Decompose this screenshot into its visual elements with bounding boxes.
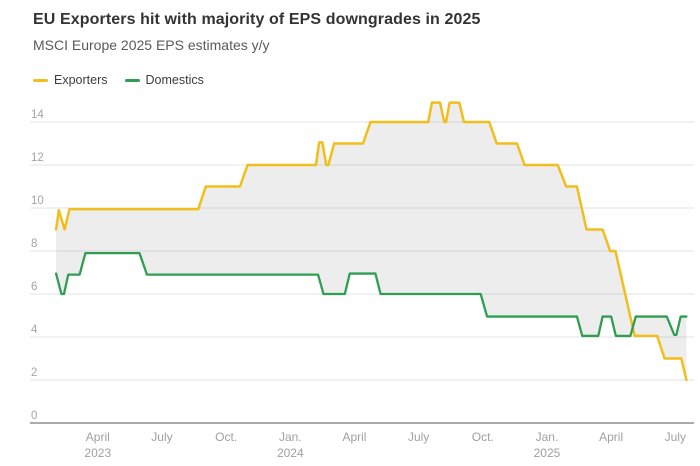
x-tick-year-label: 2025	[534, 446, 561, 460]
exporters-line	[54, 101, 688, 382]
domestics-line	[54, 251, 688, 338]
x-tick-label: July	[408, 430, 429, 444]
x-tick-label: Oct.	[472, 430, 494, 444]
exporters-swatch-icon	[33, 78, 48, 82]
y-tick-label: 0	[31, 410, 37, 422]
y-tick-label: 12	[31, 152, 44, 164]
y-tick-label: 14	[31, 109, 44, 121]
x-tick-label: April	[342, 430, 366, 444]
between-series-fill	[56, 102, 687, 381]
x-tick-label: July	[665, 430, 686, 444]
x-tick-label: Oct.	[215, 430, 237, 444]
chart-header: EU Exporters hit with majority of EPS do…	[33, 10, 673, 54]
x-tick-year-label: 2023	[84, 446, 111, 460]
x-tick-label: April	[599, 430, 623, 444]
legend-item-exporters: Exporters	[33, 73, 108, 87]
y-tick-label: 6	[31, 281, 37, 293]
legend-label-domestics: Domestics	[145, 73, 204, 87]
y-tick-label: 10	[31, 195, 44, 207]
x-tick-label: Jan.	[279, 430, 302, 444]
x-tick-label: Jan.	[536, 430, 559, 444]
x-tick-year-label: 2024	[277, 446, 304, 460]
y-tick-label: 4	[31, 324, 38, 336]
chart-title: EU Exporters hit with majority of EPS do…	[33, 11, 481, 28]
y-axis-labels: 0 2 4 6 8 10 12 14	[31, 109, 44, 422]
legend: Exporters Domestics	[33, 73, 204, 87]
y-tick-label: 2	[31, 367, 37, 379]
x-tick-label: April	[86, 430, 110, 444]
domestics-swatch-icon	[124, 78, 140, 82]
legend-label-exporters: Exporters	[54, 73, 108, 87]
x-axis-labels: April 2023 July Oct. Jan. 2024 April July Oct. Ja…	[84, 430, 686, 460]
chart-subtitle: MSCI Europe 2025 EPS estimates y/y	[33, 37, 270, 53]
legend-item-domestics: Domestics	[124, 73, 204, 87]
x-tick-label: July	[151, 430, 172, 444]
y-tick-label: 8	[31, 238, 37, 250]
